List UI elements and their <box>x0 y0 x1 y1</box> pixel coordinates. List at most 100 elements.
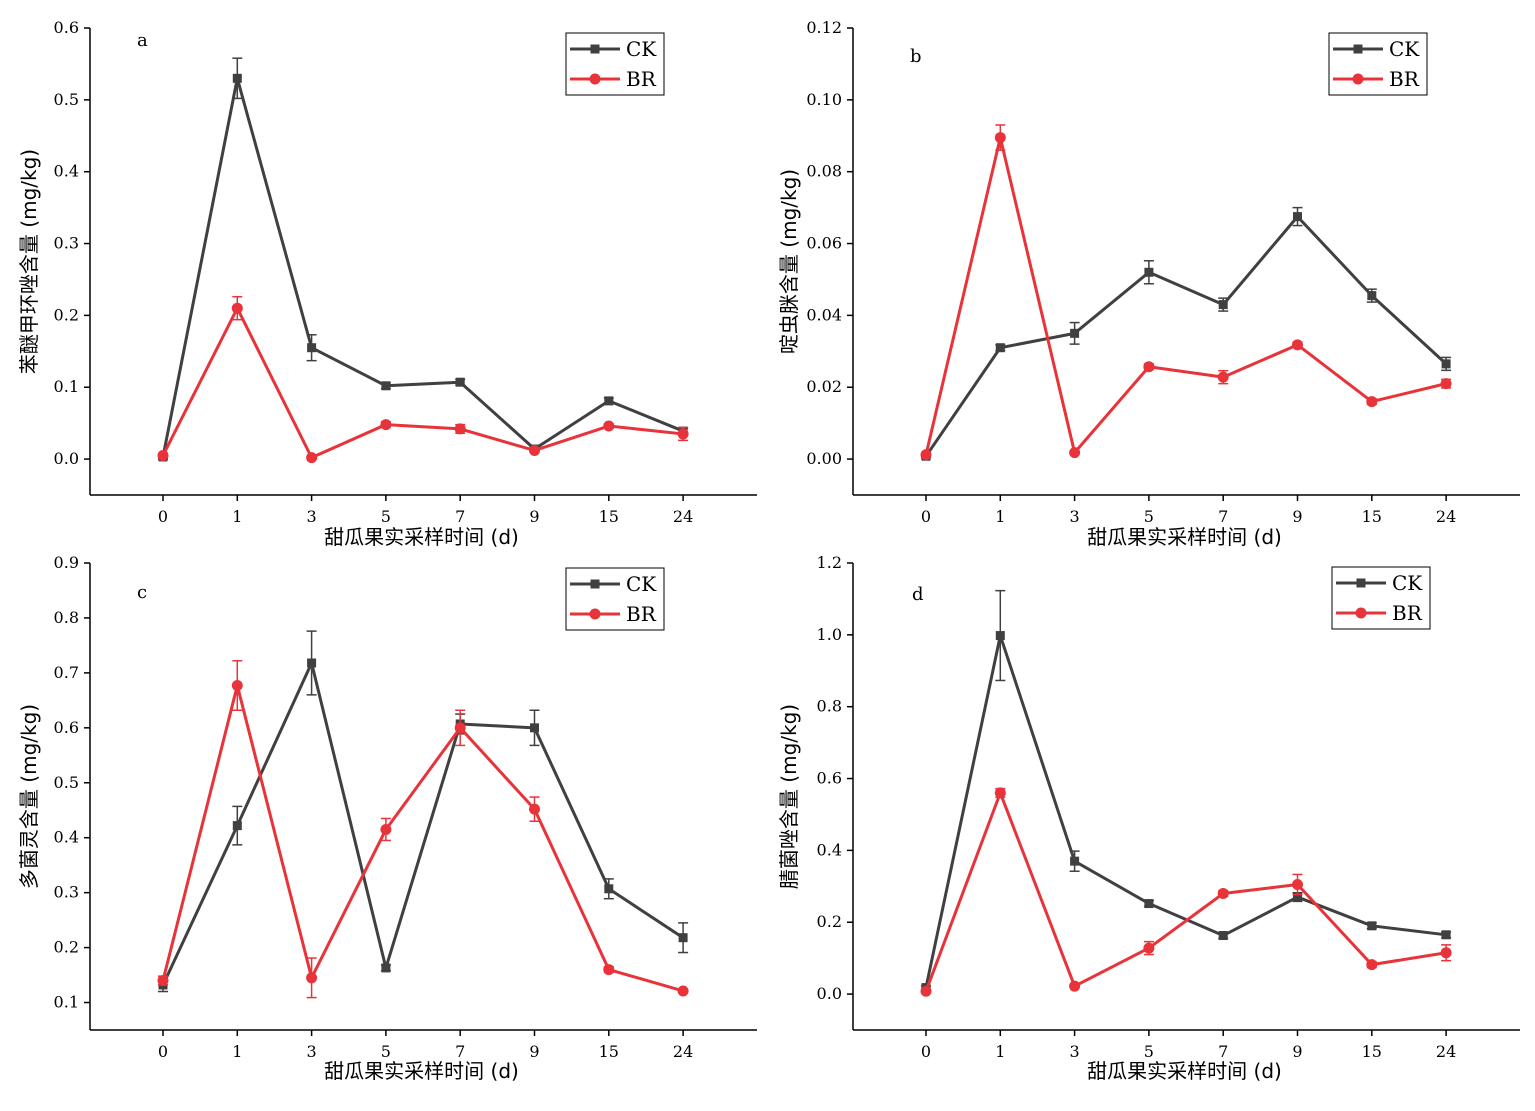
data-point-br <box>157 975 169 987</box>
data-point-ck <box>1441 359 1451 369</box>
y-tick-label: 0.04 <box>806 305 842 324</box>
data-point-ck <box>307 658 317 668</box>
series-ck <box>158 57 689 462</box>
panel-letter: b <box>910 46 922 67</box>
legend-marker-ck <box>590 44 600 54</box>
x-tick-label: 0 <box>921 1042 931 1061</box>
y-tick-label: 0.2 <box>817 912 842 931</box>
x-tick-label: 24 <box>673 507 693 526</box>
data-point-br <box>529 803 540 815</box>
y-tick-label: 0.2 <box>54 938 79 957</box>
series-br <box>920 124 1452 461</box>
legend-marker-br <box>589 608 601 620</box>
data-point-ck <box>604 884 614 894</box>
panel-letter: a <box>137 30 148 51</box>
data-point-br <box>920 985 932 997</box>
data-point-br <box>231 302 243 314</box>
legend-marker-ck <box>590 579 600 589</box>
x-tick-label: 5 <box>381 507 391 526</box>
x-tick-label: 24 <box>1436 507 1456 526</box>
series-line-ck <box>924 634 1447 988</box>
series-line-ck <box>924 215 1448 458</box>
data-point-ck <box>1441 930 1451 940</box>
y-tick-label: 0.06 <box>806 234 842 253</box>
legend-marker-ck <box>1356 578 1366 588</box>
data-point-br <box>1143 942 1155 954</box>
data-point-ck <box>1293 892 1302 902</box>
data-point-ck <box>1367 921 1377 931</box>
data-point-br <box>603 964 615 976</box>
series-line-ck <box>161 661 684 986</box>
data-point-ck <box>232 73 242 83</box>
data-point-br <box>1217 887 1229 899</box>
x-tick-label: 5 <box>381 1042 391 1061</box>
series-line-ck <box>161 76 684 458</box>
y-tick-label: 0.0 <box>817 984 842 1003</box>
legend-label-br: BR <box>626 67 657 91</box>
y-axis-title: 啶虫脒含量 (mg/kg) <box>777 169 801 354</box>
x-tick-label: 0 <box>921 507 931 526</box>
x-tick-label: 3 <box>307 1042 317 1061</box>
data-point-ck <box>1070 856 1080 866</box>
data-point-br <box>1069 447 1081 459</box>
data-point-ck <box>1070 328 1080 338</box>
legend-box <box>565 567 665 631</box>
y-tick-label: 0.8 <box>817 697 842 716</box>
x-tick-label: 0 <box>158 507 168 526</box>
y-tick-label: 0.0 <box>54 449 79 468</box>
x-axis-title: 甜瓜果实采样时间 (d) <box>1087 1059 1282 1083</box>
x-tick-label: 15 <box>599 1042 619 1061</box>
data-point-br <box>1292 879 1303 891</box>
data-point-br <box>677 428 689 440</box>
y-tick-label: 0.3 <box>54 883 79 902</box>
legend: CK BR <box>1328 32 1428 96</box>
y-tick-label: 0.7 <box>54 663 79 682</box>
legend-marker-br <box>589 73 601 85</box>
data-point-br <box>306 452 318 464</box>
panel-letter: d <box>912 584 924 605</box>
legend-marker-br <box>1352 73 1364 85</box>
y-axis-title: 腈菌唑含量 (mg/kg) <box>777 704 801 889</box>
x-tick-label: 15 <box>1362 1042 1382 1061</box>
legend: CK BR <box>565 32 665 96</box>
x-tick-label: 9 <box>1292 1042 1302 1061</box>
y-tick-label: 0.6 <box>54 18 79 37</box>
legend-marker-br <box>1355 607 1367 619</box>
y-tick-label: 0.08 <box>806 162 842 181</box>
x-tick-label: 3 <box>1070 507 1080 526</box>
data-point-br <box>1069 980 1081 992</box>
y-tick-label: 0.3 <box>54 234 79 253</box>
data-point-br <box>454 423 466 435</box>
y-tick-label: 0.5 <box>54 773 79 792</box>
data-point-ck <box>1218 300 1228 310</box>
x-axis-title: 甜瓜果实采样时间 (d) <box>324 1059 519 1083</box>
data-point-ck <box>530 723 539 733</box>
y-axis-title: 苯醚甲环唑含量 (mg/kg) <box>17 149 41 374</box>
x-tick-label: 5 <box>1144 507 1154 526</box>
x-tick-label: 3 <box>307 507 317 526</box>
series-line-br <box>924 136 1447 456</box>
x-tick-label: 24 <box>1436 1042 1456 1061</box>
data-point-ck <box>995 631 1005 641</box>
data-point-ck <box>232 821 242 831</box>
data-point-br <box>1366 396 1378 408</box>
data-point-ck <box>1144 899 1154 909</box>
data-point-ck <box>1144 267 1154 277</box>
x-tick-label: 1 <box>995 507 1005 526</box>
x-tick-label: 7 <box>1218 507 1228 526</box>
y-tick-label: 0.8 <box>54 608 79 627</box>
y-tick-label: 0.02 <box>806 377 842 396</box>
data-point-br <box>677 985 689 997</box>
legend-box <box>1328 32 1428 96</box>
data-point-ck <box>678 933 688 943</box>
data-point-br <box>380 419 392 431</box>
x-tick-label: 5 <box>1144 1042 1154 1061</box>
legend-label-br: BR <box>626 602 657 626</box>
data-point-br <box>1143 361 1155 373</box>
data-point-ck <box>1218 931 1228 941</box>
chart-panel-a: 0.0 0.1 0.2 0.3 0.4 0.5 0.6 0 1 3 5 7 9 15 24 甜瓜果实采样时间 … <box>17 18 757 549</box>
y-tick-label: 0.9 <box>54 553 79 572</box>
y-tick-label: 0.12 <box>806 18 842 37</box>
legend-marker-ck <box>1353 44 1363 54</box>
